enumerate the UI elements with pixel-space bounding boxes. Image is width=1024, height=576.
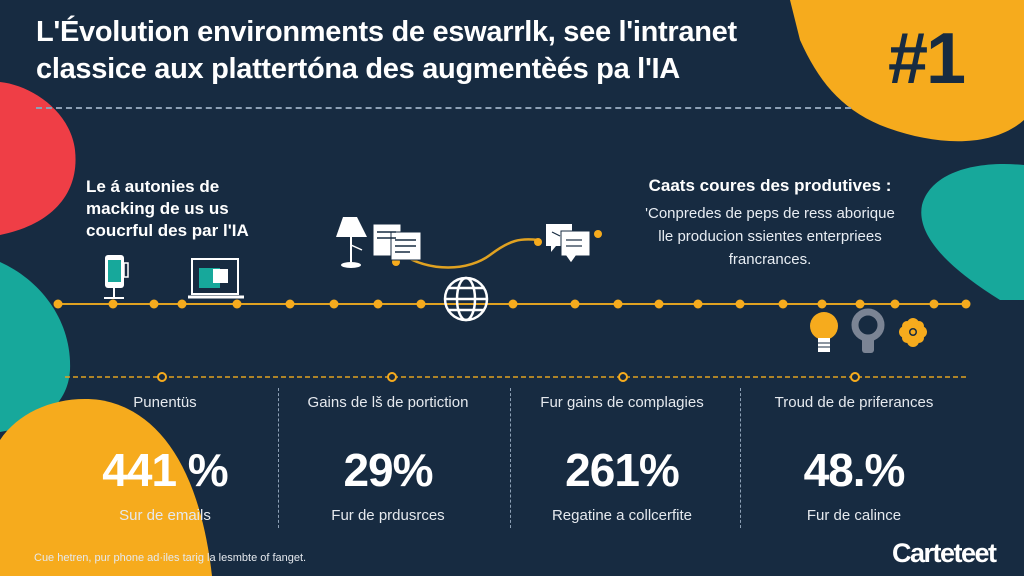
lamp-icon — [336, 217, 367, 268]
timeline-dot — [570, 299, 580, 309]
stat-label: Gains de lš de portiction — [307, 394, 469, 411]
brand-logo: Carteteet — [892, 538, 997, 568]
yellow-blob-bottom-left — [0, 399, 212, 576]
stat-value: 29% — [343, 444, 433, 496]
left-line: macking de us us — [86, 199, 229, 218]
right-line: francrances. — [728, 251, 812, 268]
right-line: lle producion ssientes enterpriees — [658, 228, 882, 245]
left-line: coucrful des par l'IA — [86, 221, 249, 240]
timeline-dot — [890, 299, 900, 309]
stat-sub: Fur de prdusrces — [331, 507, 445, 524]
left-line: Le á autonies de — [86, 177, 220, 196]
smartphone-icon — [104, 255, 129, 299]
red-blob-left — [0, 82, 76, 235]
timeline-dot — [855, 299, 865, 309]
column-divider — [278, 388, 279, 528]
timeline-dot — [177, 299, 187, 309]
right-line: 'Conpredes de peps de ress aborique — [645, 205, 895, 222]
teal-blob-right — [921, 164, 1024, 300]
timeline-dot — [329, 299, 339, 309]
stat-card: Gains de lš de portiction 29% Fur de prd… — [278, 394, 498, 524]
stat-sub: Fur de calince — [806, 507, 902, 524]
timeline-dot — [416, 299, 426, 309]
timeline-dot — [149, 299, 159, 309]
flower-icon — [899, 318, 927, 347]
laptop-icon — [188, 258, 244, 299]
timeline-dot — [929, 299, 939, 309]
gray-bulb-icon — [851, 308, 885, 353]
timeline-dot — [613, 299, 623, 309]
yellow-blob-top-right — [790, 0, 1024, 142]
stat-card: Fur gains de complagies 261% Regatine a … — [512, 394, 732, 524]
timeline-dot — [817, 299, 827, 309]
timeline-dot — [53, 299, 63, 309]
timeline-dot — [285, 299, 295, 309]
title-line-1: L'Évolution environments de eswarrlk, se… — [36, 16, 737, 48]
right-heading: Caats coures des produtives : — [648, 176, 892, 195]
timeline-dot — [735, 299, 745, 309]
timeline-dot — [654, 299, 664, 309]
title-line-2: classice aux plattertóna des augmentèés … — [36, 53, 680, 85]
title-divider — [36, 107, 851, 109]
timeline-dot — [693, 299, 703, 309]
timeline-dot — [778, 299, 788, 309]
stat-value: 441 % — [102, 444, 228, 496]
stat-card: Troud de de priferances 48.% Fur de cali… — [744, 394, 964, 524]
teal-blob-left — [0, 262, 71, 432]
stat-value: 48.% — [803, 444, 906, 496]
stat-label: Troud de de priferances — [774, 394, 934, 411]
documents-icon — [372, 223, 422, 261]
stat-sub: Sur de emails — [119, 507, 211, 524]
stat-card: Punentüs 441 % Sur de emails — [55, 394, 275, 524]
column-divider — [740, 388, 741, 528]
globe-icon — [443, 276, 489, 322]
timeline-dot — [232, 299, 242, 309]
chat-icon — [546, 224, 591, 264]
timeline-dot — [373, 299, 383, 309]
timeline-dot — [108, 299, 118, 309]
curved-connector — [394, 238, 539, 269]
lightbulb-icon — [810, 312, 838, 352]
left-text-block: Le á autonies de macking de us us coucrf… — [86, 176, 249, 242]
timeline-dot — [508, 299, 518, 309]
stat-value: 261% — [565, 444, 680, 496]
stat-label: Punentüs — [133, 394, 197, 411]
stat-sub: Regatine a collcerfite — [551, 507, 693, 524]
stat-label: Fur gains de complagies — [540, 394, 704, 411]
right-text-block: Caats coures des produtives : 'Conpredes… — [600, 176, 940, 271]
rank-badge: #1 — [888, 19, 966, 99]
column-divider — [510, 388, 511, 528]
footnote: Cue hetren, pur phone ad·iles tarig la l… — [34, 552, 307, 564]
timeline-dot — [961, 299, 971, 309]
page-title: L'Évolution environments de eswarrlk, se… — [36, 14, 856, 88]
